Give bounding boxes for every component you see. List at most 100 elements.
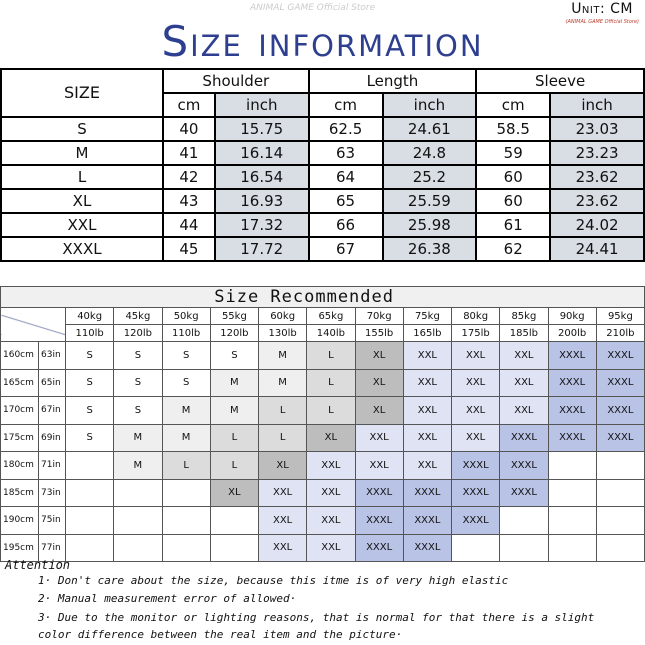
- value-cell: 24.41: [549, 236, 645, 262]
- value-cell: 58.5: [475, 116, 552, 142]
- size-cell: [595, 478, 645, 507]
- size-cell: S: [113, 368, 163, 397]
- size-cell: [64, 478, 115, 507]
- height-in: 69in: [38, 423, 66, 452]
- watermark: ANIMAL GAME Official Store: [250, 3, 376, 13]
- sleeve-header: Sleeve: [475, 68, 645, 94]
- weight-lb-header: 130lb: [257, 324, 308, 342]
- shoulder-header: Shoulder: [162, 68, 310, 94]
- size-cell: [161, 533, 211, 562]
- height-in: 73in: [38, 478, 66, 507]
- table-row: XXL 44 17.32 66 25.98 61 24.02: [0, 212, 645, 238]
- value-cell: 65: [307, 188, 384, 214]
- size-cell: XXL: [450, 341, 501, 370]
- table-row: 185cm 73in XL XXL XXL XXXL XXXL XXXL XXXL: [0, 478, 645, 507]
- value-cell: 16.54: [213, 164, 310, 190]
- value-cell: 24.61: [381, 116, 478, 142]
- store-label: (ANIMAL GAME Official Store): [565, 19, 639, 25]
- size-cell: M: [209, 396, 260, 425]
- size-cell: S: [0, 116, 164, 142]
- size-cell: XXL: [306, 506, 356, 535]
- value-cell: 61: [475, 212, 552, 238]
- size-cell: [595, 533, 645, 562]
- weight-lb-header: 200lb: [547, 324, 597, 342]
- size-cell: S: [64, 423, 115, 452]
- value-cell: 15.75: [213, 116, 310, 142]
- size-cell: XXXL: [402, 478, 453, 507]
- size-cell: [64, 451, 115, 480]
- height-in: 65in: [38, 368, 66, 397]
- size-cell: XXXL: [547, 341, 597, 370]
- height-in: 67in: [38, 396, 66, 425]
- size-cell: XL: [354, 396, 404, 425]
- size-cell: L: [209, 423, 260, 452]
- size-cell: [547, 478, 597, 507]
- table-row: 190cm 75in XXL XXL XXXL XXXL XXXL: [0, 506, 645, 535]
- weight-lb-header: 210lb: [595, 324, 645, 342]
- table-row: M 41 16.14 63 24.8 59 23.23: [0, 140, 645, 166]
- value-cell: 25.98: [381, 212, 478, 238]
- size-cell: M: [113, 423, 163, 452]
- value-cell: 41: [162, 140, 216, 166]
- size-cell: [113, 533, 163, 562]
- size-cell: XXL: [402, 396, 453, 425]
- unit-header: inch: [381, 92, 478, 118]
- height-cm: 190cm: [0, 506, 39, 535]
- size-cell: XXL: [402, 423, 453, 452]
- value-cell: 59: [475, 140, 552, 166]
- corner-diagonal: [0, 307, 66, 342]
- size-cell: M: [0, 140, 164, 166]
- height-cm: 175cm: [0, 423, 39, 452]
- size-cell: XXL: [450, 396, 501, 425]
- size-cell: XL: [354, 368, 404, 397]
- weight-lb-header: 155lb: [354, 324, 404, 342]
- weight-lb-header: 110lb: [64, 324, 115, 342]
- size-cell: XL: [209, 478, 260, 507]
- size-cell: XXL: [0, 212, 164, 238]
- value-cell: 26.38: [381, 236, 478, 262]
- size-cell: XXXL: [450, 451, 501, 480]
- weight-lb-header: 120lb: [209, 324, 260, 342]
- value-cell: 62: [475, 236, 552, 262]
- size-cell: L: [257, 423, 308, 452]
- table-row: XL 43 16.93 65 25.59 60 23.62: [0, 188, 645, 214]
- weight-kg-header: 90kg: [547, 307, 597, 325]
- size-cell: XXXL: [0, 236, 164, 262]
- size-cell: XXXL: [595, 368, 645, 397]
- value-cell: 62.5: [307, 116, 384, 142]
- size-recommended-table: Size Recommended 40kg 45kg 50kg 55kg 60kg 65k…: [0, 286, 645, 562]
- size-cell: S: [161, 368, 211, 397]
- notes-heading: Attention: [5, 558, 71, 572]
- value-cell: 16.14: [213, 140, 310, 166]
- value-cell: 67: [307, 236, 384, 262]
- weight-kg-header: 95kg: [595, 307, 645, 325]
- size-cell: S: [64, 341, 115, 370]
- value-cell: 24.8: [381, 140, 478, 166]
- size-cell: [595, 451, 645, 480]
- weight-lb-header: 140lb: [306, 324, 356, 342]
- value-cell: 23.62: [549, 164, 645, 190]
- value-cell: 25.2: [381, 164, 478, 190]
- table-row: 195cm 77in XXL XXL XXXL XXXL: [0, 533, 645, 562]
- size-cell: S: [161, 341, 211, 370]
- size-cell: XXXL: [499, 423, 549, 452]
- value-cell: 64: [307, 164, 384, 190]
- value-cell: 60: [475, 188, 552, 214]
- table-row: 170cm 67in S S M M L L XL XXL XXL XXL XXXL XXXL: [0, 396, 645, 425]
- table-row: XXXL 45 17.72 67 26.38 62 24.41: [0, 236, 645, 262]
- size-cell: L: [209, 451, 260, 480]
- size-header: SIZE: [0, 68, 164, 118]
- length-header: Length: [307, 68, 478, 94]
- size-cell: L: [306, 368, 356, 397]
- weight-kg-header: 50kg: [161, 307, 211, 325]
- unit-header: cm: [307, 92, 384, 118]
- weight-kg-header: 60kg: [257, 307, 308, 325]
- size-cell: XXXL: [450, 506, 501, 535]
- size-cell: XXXL: [402, 533, 453, 562]
- table-row: 160cm 63in S S S S M L XL XXL XXL XXL XXXL XXXL: [0, 341, 645, 370]
- size-cell: M: [161, 423, 211, 452]
- height-cm: 160cm: [0, 341, 39, 370]
- weight-kg-header: 85kg: [499, 307, 549, 325]
- size-cell: XXL: [499, 368, 549, 397]
- size-cell: [64, 506, 115, 535]
